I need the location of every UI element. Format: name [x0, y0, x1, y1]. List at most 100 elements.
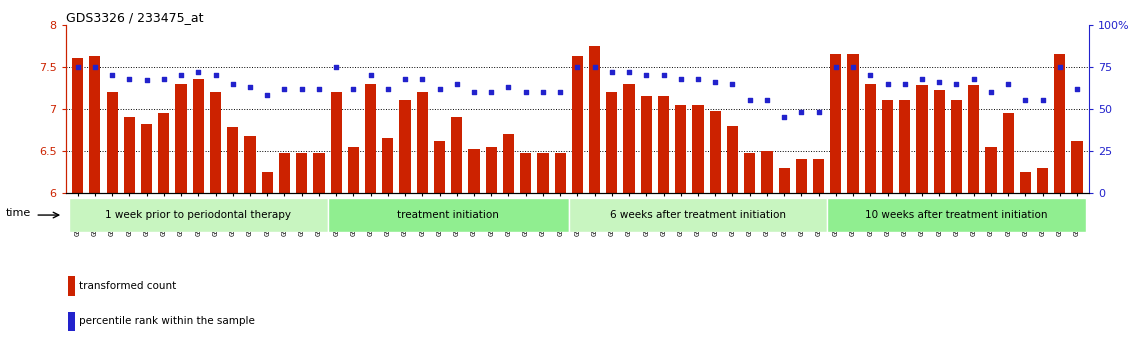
Bar	[796, 159, 808, 193]
Bar	[709, 110, 720, 193]
Bar	[192, 79, 204, 193]
Point	[741, 98, 759, 103]
Point	[775, 114, 793, 120]
Bar	[485, 147, 497, 193]
Text: percentile rank within the sample: percentile rank within the sample	[78, 316, 254, 326]
Point	[1034, 98, 1052, 103]
Point	[586, 64, 604, 70]
Point	[620, 69, 638, 75]
Bar	[520, 153, 532, 193]
Point	[69, 64, 87, 70]
Point	[896, 81, 914, 86]
Bar	[761, 151, 772, 193]
Text: 1 week prior to periodontal therapy: 1 week prior to periodontal therapy	[105, 210, 292, 220]
Point	[965, 76, 983, 81]
Point	[189, 69, 207, 75]
Point	[603, 69, 621, 75]
Point	[810, 109, 828, 115]
Point	[224, 81, 242, 86]
Point	[396, 76, 414, 81]
Point	[500, 84, 518, 90]
Point	[930, 79, 948, 85]
Bar	[328, 198, 569, 232]
Bar	[68, 276, 75, 296]
Point	[465, 89, 483, 95]
Bar	[175, 84, 187, 193]
Bar	[623, 84, 634, 193]
Bar	[1071, 141, 1082, 193]
Bar	[882, 101, 893, 193]
Bar	[141, 124, 153, 193]
Bar	[227, 127, 239, 193]
Point	[655, 72, 673, 78]
Bar	[1054, 54, 1065, 193]
Point	[482, 89, 500, 95]
Bar	[68, 312, 75, 331]
Bar	[279, 153, 290, 193]
Bar	[951, 101, 962, 193]
Point	[362, 72, 380, 78]
Bar	[72, 58, 84, 193]
Point	[1068, 86, 1086, 91]
Point	[672, 76, 690, 81]
Point	[689, 76, 707, 81]
Bar	[847, 54, 858, 193]
Bar	[744, 153, 756, 193]
Point	[275, 86, 293, 91]
Point	[344, 86, 362, 91]
Point	[568, 64, 586, 70]
Bar	[589, 46, 601, 193]
Bar	[985, 147, 996, 193]
Point	[637, 72, 655, 78]
Bar	[899, 101, 910, 193]
Text: GDS3326 / 233475_at: GDS3326 / 233475_at	[66, 11, 204, 24]
Bar	[313, 153, 325, 193]
Point	[758, 98, 776, 103]
Text: 6 weeks after treatment initiation: 6 weeks after treatment initiation	[610, 210, 786, 220]
Bar	[158, 113, 170, 193]
Bar	[606, 92, 618, 193]
Bar	[1037, 168, 1048, 193]
Point	[310, 86, 328, 91]
Bar	[382, 138, 394, 193]
Point	[431, 86, 449, 91]
Point	[551, 89, 569, 95]
Bar	[468, 149, 480, 193]
Bar	[830, 54, 841, 193]
Point	[534, 89, 552, 95]
Point	[86, 64, 104, 70]
Text: time: time	[6, 209, 31, 218]
Bar	[451, 117, 463, 193]
Bar	[692, 105, 703, 193]
Point	[448, 81, 466, 86]
Point	[879, 81, 897, 86]
Bar	[261, 172, 273, 193]
Point	[827, 64, 845, 70]
Point	[413, 76, 431, 81]
Point	[327, 64, 345, 70]
Bar	[244, 136, 256, 193]
Bar	[416, 92, 428, 193]
Bar	[933, 90, 944, 193]
Point	[793, 109, 811, 115]
Point	[844, 64, 862, 70]
Bar	[503, 134, 515, 193]
Bar	[572, 56, 582, 193]
Point	[293, 86, 311, 91]
Bar	[640, 96, 651, 193]
Point	[1017, 98, 1035, 103]
Bar	[537, 153, 549, 193]
Bar	[210, 92, 222, 193]
Point	[999, 81, 1017, 86]
Point	[913, 76, 931, 81]
Point	[706, 79, 724, 85]
Bar	[89, 56, 101, 193]
Point	[258, 92, 276, 98]
Bar	[330, 92, 342, 193]
Bar	[675, 105, 687, 193]
Bar	[1002, 113, 1013, 193]
Bar	[296, 153, 308, 193]
Bar	[658, 96, 670, 193]
Point	[155, 76, 173, 81]
Point	[379, 86, 397, 91]
